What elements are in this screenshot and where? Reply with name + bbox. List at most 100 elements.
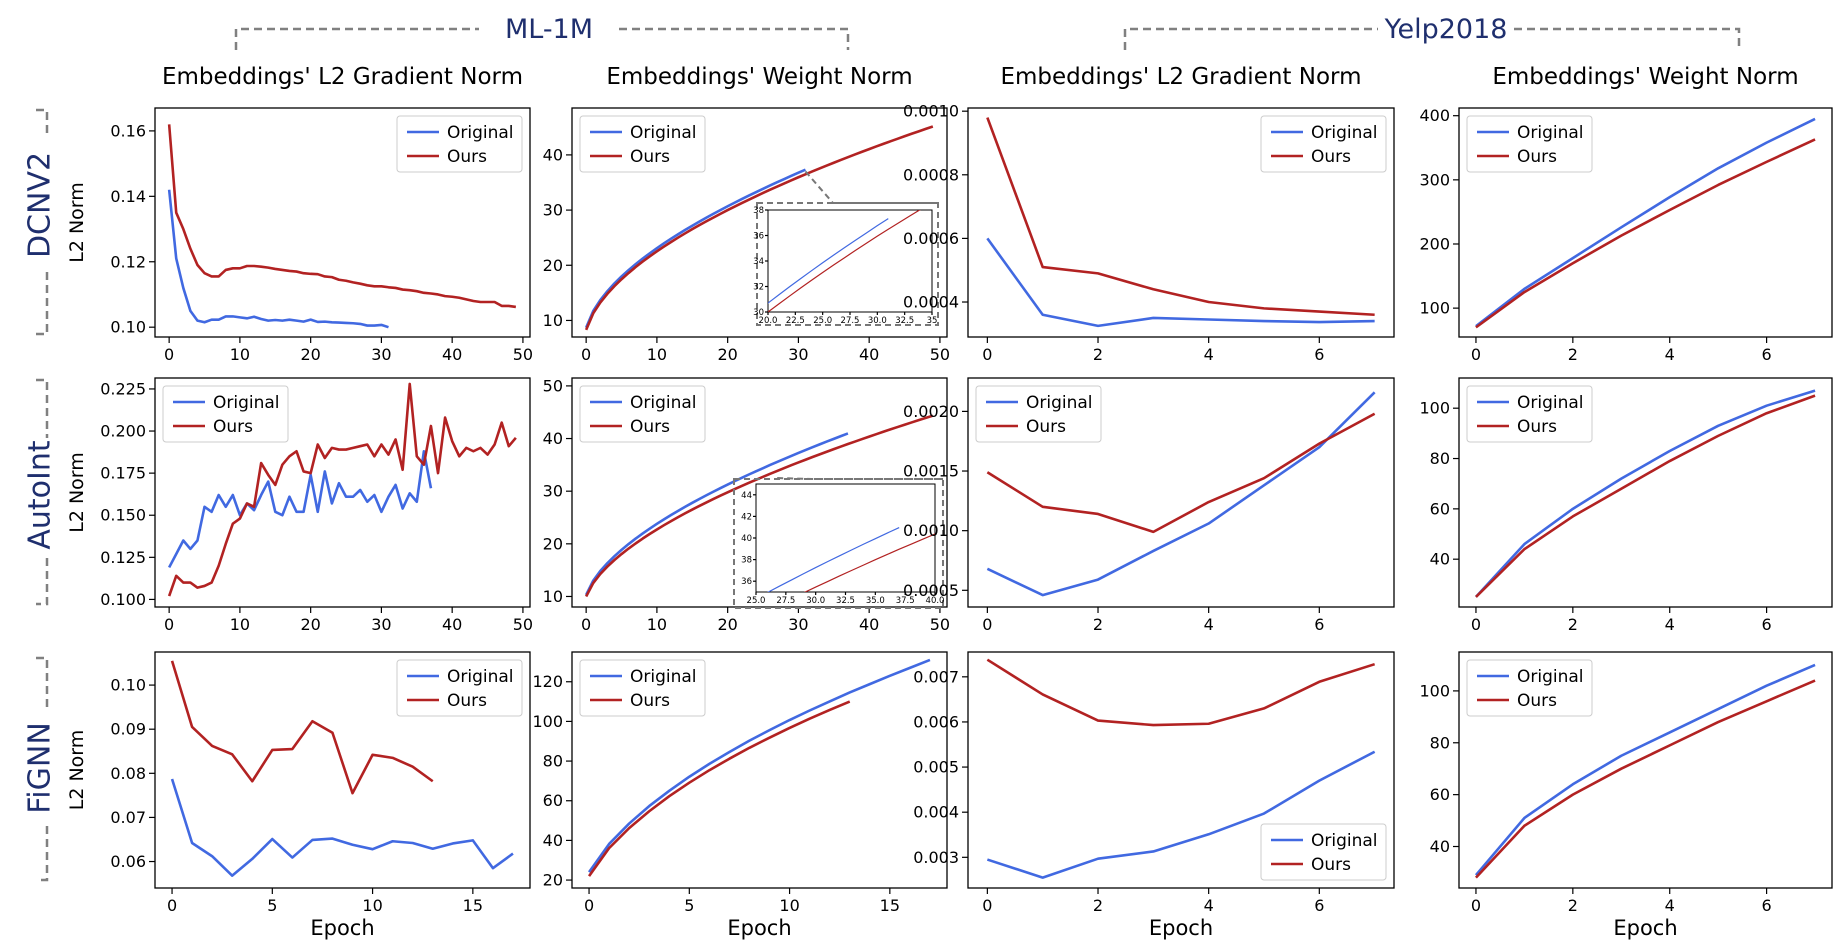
series-group <box>584 125 934 331</box>
legend-frame <box>162 385 289 443</box>
x-tick-label: 2 <box>1093 345 1103 364</box>
y-tick-label: 40 <box>1430 550 1450 569</box>
y-tick-label: 0.175 <box>100 464 146 483</box>
inset-y-tick-label: 36 <box>753 232 764 242</box>
y-tick-label: 10 <box>543 587 563 606</box>
model-bracket-autoint <box>36 378 49 606</box>
inset-x-tick-label: 35 <box>927 316 938 326</box>
x-tick-label: 0 <box>1471 345 1481 364</box>
model-bracket-dcnv2 <box>36 108 49 336</box>
dataset-label-yelp2018: Yelp2018 <box>1384 14 1508 45</box>
inset-frame <box>767 209 933 313</box>
legend-frame <box>579 385 706 443</box>
inset-y-tick-label: 40 <box>741 534 752 544</box>
series-group <box>986 391 1376 597</box>
series-line-original <box>1475 117 1816 328</box>
series-line-ours <box>170 660 434 795</box>
y-tick-label: 0.09 <box>110 720 146 739</box>
x-tick-label: 0 <box>1471 615 1481 634</box>
y-tick-label: 40 <box>543 145 563 164</box>
panel-title: Embeddings' Weight Norm <box>1492 64 1798 90</box>
x-tick-label: 10 <box>230 615 250 634</box>
legend-label-ours: Ours <box>1517 147 1557 167</box>
legend: Original Ours <box>1260 823 1387 881</box>
model-label-autoint: AutoInt <box>23 440 58 550</box>
x-tick-label: 0 <box>581 615 591 634</box>
inset-x-tick-label: 40.0 <box>926 596 945 606</box>
x-tick-label: 20 <box>717 615 737 634</box>
x-tick-label: 2 <box>1093 896 1103 915</box>
x-tick-label: 50 <box>930 615 950 634</box>
legend-label-ours: Ours <box>1517 691 1557 711</box>
panel-r2-c3: Epoch 0 2 4 6 40 60 80 100 Original Ours <box>1419 651 1833 940</box>
series-line-original <box>167 449 433 569</box>
y-tick-label: 60 <box>1430 785 1450 804</box>
dataset-bracket-ml1m <box>234 27 850 50</box>
x-tick-label: 6 <box>1314 896 1324 915</box>
x-tick-label: 6 <box>1762 345 1772 364</box>
x-tick-label: 2 <box>1568 896 1578 915</box>
y-tick-label: 0.16 <box>110 121 146 140</box>
x-tick-label: 0 <box>584 896 594 915</box>
x-axis-label: Epoch <box>310 916 374 940</box>
axes-frame <box>571 107 948 338</box>
series-group <box>1474 663 1816 879</box>
y-tick-label: 60 <box>543 791 563 810</box>
model-label-fignn: FiGNN <box>23 722 58 814</box>
axes-frame <box>1458 377 1833 608</box>
y-tick-label: 100 <box>1419 399 1450 418</box>
inset-dashed-box <box>756 202 939 326</box>
y-tick-label: 0.150 <box>100 506 146 525</box>
series-group <box>1475 117 1816 329</box>
x-axis-label: Epoch <box>727 916 791 940</box>
legend-label-ours: Ours <box>1311 855 1351 875</box>
y-tick-label: 60 <box>1430 499 1450 518</box>
x-tick-label: 5 <box>684 896 694 915</box>
x-tick-label: 4 <box>1665 345 1675 364</box>
legend-frame <box>975 385 1102 443</box>
series-line-original <box>986 391 1376 597</box>
y-tick-label: 80 <box>1430 733 1450 752</box>
model-label-dcnv2: DCNV2 <box>23 152 58 258</box>
legend-label-original: Original <box>1026 393 1093 413</box>
inset-series-line-ours <box>768 210 921 312</box>
legend-frame <box>396 659 523 717</box>
x-tick-label: 30 <box>788 345 808 364</box>
legend: Original Ours <box>579 385 706 443</box>
y-tick-label: 0.0005 <box>903 581 959 600</box>
legend-label-original: Original <box>630 667 697 687</box>
y-tick-label: 50 <box>543 376 563 395</box>
panel-r1-c1: 0 10 20 30 40 50 10 20 30 40 50 Original Ours 25.0 27.… <box>543 376 950 634</box>
inset-y-tick-label: 38 <box>753 206 764 216</box>
legend: Original Ours <box>579 659 706 717</box>
panel-r0-c3: Embeddings' Weight Norm 0 2 4 6 100 200 300 400 O… <box>1419 64 1833 364</box>
panel-title: Embeddings' L2 Gradient Norm <box>1001 64 1362 90</box>
series-group <box>167 382 517 597</box>
panel-r0-c0: Embeddings' L2 Gradient Norm L2 Norm 0 10 20… <box>66 64 533 364</box>
y-tick-label: 0.07 <box>110 808 146 827</box>
series-line-ours <box>986 412 1376 534</box>
inset-x-tick-label: 27.5 <box>841 316 860 326</box>
series-line-original <box>1474 663 1816 876</box>
legend: Original Ours <box>396 115 523 173</box>
x-tick-label: 40 <box>442 615 462 634</box>
legend-label-original: Original <box>213 393 280 413</box>
x-tick-label: 20 <box>300 345 320 364</box>
inset-x-tick-label: 35.0 <box>866 596 885 606</box>
y-tick-label: 0.200 <box>100 422 146 441</box>
x-tick-label: 20 <box>717 345 737 364</box>
x-tick-label: 4 <box>1665 615 1675 634</box>
x-tick-label: 4 <box>1204 345 1214 364</box>
legend-label-ours: Ours <box>630 417 670 437</box>
y-axis-label: L2 Norm <box>66 452 88 533</box>
x-tick-label: 0 <box>164 345 174 364</box>
x-tick-label: 30 <box>371 345 391 364</box>
legend-frame <box>1466 115 1593 173</box>
x-tick-label: 10 <box>647 615 667 634</box>
axes-frame <box>967 377 1395 608</box>
x-tick-label: 15 <box>880 896 900 915</box>
series-group <box>170 660 514 877</box>
inset-x-tick-label: 37.5 <box>896 596 915 606</box>
y-tick-label: 100 <box>532 712 563 731</box>
